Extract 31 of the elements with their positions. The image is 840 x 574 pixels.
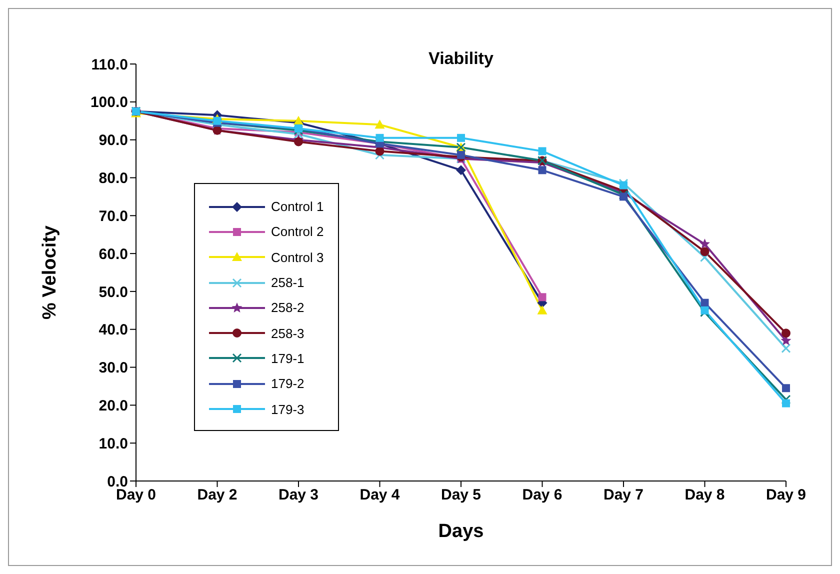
legend-label: 179-2 xyxy=(271,376,304,392)
y-tick-label: 70.0 xyxy=(98,208,128,225)
x-tick-label: Day 4 xyxy=(360,486,400,504)
y-tick-label: 100.0 xyxy=(90,94,128,112)
legend-label: 179-1 xyxy=(271,350,304,366)
y-tick-label: 20.0 xyxy=(98,398,128,415)
y-tick-label: 30.0 xyxy=(98,360,128,377)
y-tick-label: 10.0 xyxy=(98,435,128,452)
x-tick-label: Day 2 xyxy=(197,486,238,504)
y-tick-label: 110.0 xyxy=(91,56,128,74)
legend-label: Control 3 xyxy=(271,250,324,265)
legend-label: Control 2 xyxy=(271,224,324,240)
legend-label: 258-2 xyxy=(271,300,304,316)
x-axis-title: Days xyxy=(438,521,484,542)
legend-label: Control 1 xyxy=(271,199,324,214)
x-tick-label: Day 7 xyxy=(603,486,644,504)
x-tick-label: Day 6 xyxy=(522,486,562,504)
x-tick-label: Day 3 xyxy=(278,486,319,504)
legend-label: 258-1 xyxy=(271,275,304,290)
chart-title: Viability xyxy=(428,49,494,69)
y-tick-label: 80.0 xyxy=(98,170,128,188)
x-tick-label: Day 5 xyxy=(440,486,482,504)
x-tick-label: Day 9 xyxy=(766,486,806,504)
y-tick-label: 90.0 xyxy=(98,132,128,150)
y-tick-label: 50.0 xyxy=(98,284,128,301)
y-tick-label: 60.0 xyxy=(98,246,128,263)
legend-label: 179-3 xyxy=(271,402,304,417)
x-tick-label: Day 8 xyxy=(684,486,725,504)
y-tick-label: 40.0 xyxy=(98,322,128,339)
legend-label: 258-3 xyxy=(271,326,304,341)
y-axis-title: % Velocity xyxy=(40,225,61,320)
